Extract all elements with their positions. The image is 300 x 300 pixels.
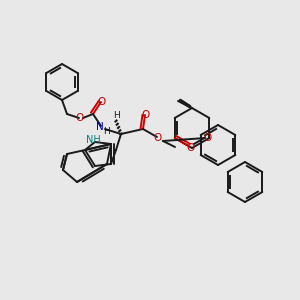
Text: O: O [141,110,149,120]
Text: O: O [97,97,105,107]
Text: H: H [103,127,110,136]
Text: N: N [96,122,104,132]
Text: NH: NH [85,135,100,145]
Text: O: O [75,113,83,123]
Text: O: O [154,133,162,143]
Text: O: O [203,133,212,143]
Text: O: O [187,143,195,153]
Text: H: H [112,112,119,121]
